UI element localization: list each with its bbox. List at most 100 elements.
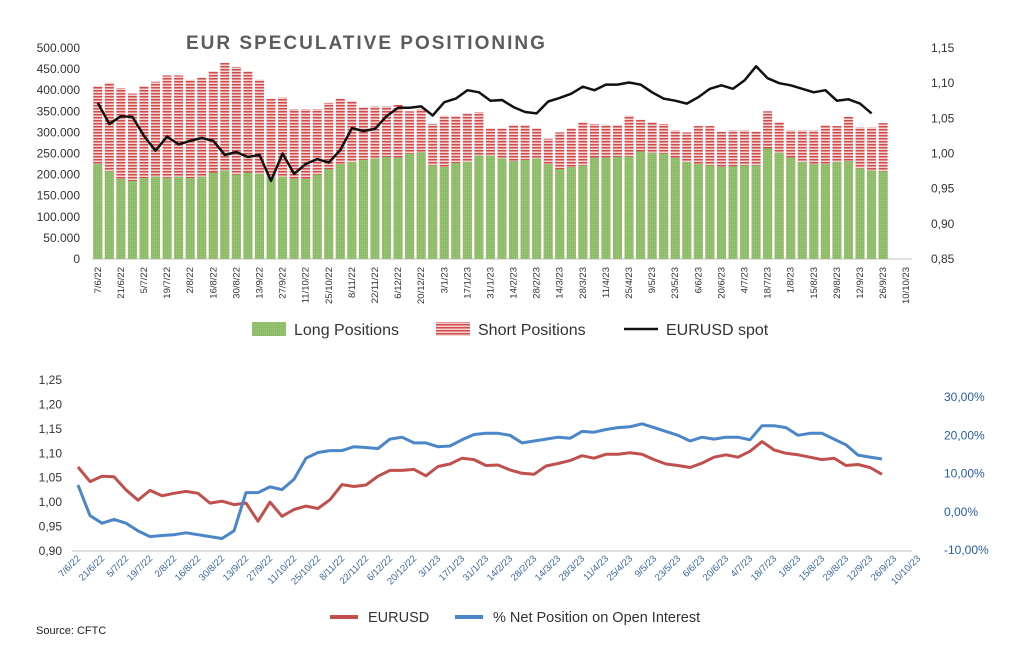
- y-left-tick-label: 0,95: [39, 520, 63, 534]
- x-tick-label: 9/5/23: [647, 267, 658, 293]
- x-tick-label: 15/8/23: [809, 267, 820, 299]
- x-tick-label: 26/9/23: [878, 267, 889, 299]
- long-position-bar: [647, 152, 657, 259]
- y-right-tick-label: 0,90: [931, 217, 955, 231]
- speculative-positioning-chart: 0 50.000 100.000 150.000 200.000 250.000 300.0…: [37, 41, 955, 339]
- x-tick-label: 16/8/22: [208, 267, 219, 299]
- long-position-bar: [405, 153, 415, 259]
- x-tick-label: 14/2/23: [509, 267, 520, 299]
- x-tick-label: 28/2/23: [509, 553, 539, 583]
- chart-title: EUR SPECULATIVE POSITIONING: [186, 33, 547, 54]
- long-position-bar: [393, 157, 403, 259]
- long-position-bar: [301, 178, 311, 259]
- long-position-bar: [740, 165, 750, 259]
- long-position-bar: [693, 164, 703, 259]
- y-left-tick-label: 150.000: [37, 189, 81, 203]
- long-position-bar: [254, 173, 264, 259]
- x-tick-label: 11/4/23: [601, 267, 612, 298]
- long-position-bar: [843, 161, 853, 259]
- eurusd-spot-line: [96, 65, 873, 183]
- x-tick-label: 16/8/22: [173, 553, 203, 583]
- x-tick-label: 7/6/22: [93, 267, 104, 293]
- x-tick-label: 8/11/22: [347, 267, 358, 298]
- long-position-bar: [636, 151, 646, 259]
- y-left-tick-label: 100.000: [37, 210, 81, 224]
- x-tick-label: 31/1/23: [485, 267, 496, 299]
- long-position-bar: [104, 171, 114, 259]
- x-tick-label: 25/10/22: [324, 267, 335, 304]
- y-left-tick-label: 50.000: [43, 231, 80, 245]
- y-right-tick-label: 0,85: [931, 252, 955, 266]
- x-tick-label: 6/12/22: [393, 267, 404, 299]
- x-tick-label: 29/8/23: [832, 267, 843, 299]
- long-position-bar: [624, 156, 634, 259]
- long-position-bar: [878, 171, 888, 259]
- x-tick-label: 21/6/22: [77, 553, 107, 583]
- short-position-bar: [139, 85, 149, 259]
- long-position-bar: [312, 174, 322, 259]
- x-tick-label: 20/12/22: [416, 267, 427, 304]
- x-tick-label: 25/4/23: [605, 553, 635, 583]
- long-position-bar: [612, 156, 622, 259]
- x-tick-label: 5/7/22: [139, 267, 150, 293]
- x-tick-label: 19/7/22: [125, 553, 155, 583]
- long-position-bar: [566, 167, 576, 259]
- long-position-bar: [208, 172, 218, 259]
- y-left-tick-label: 250.000: [37, 147, 81, 161]
- y-right-tick-label: 1,00: [931, 147, 955, 161]
- long-position-bar: [555, 169, 565, 259]
- short-position-bar: [208, 71, 218, 260]
- y-left-tick-label: 1,15: [39, 422, 63, 436]
- long-position-bar: [589, 157, 599, 259]
- long-position-bar: [820, 164, 830, 259]
- long-position-bar: [347, 161, 357, 259]
- x-tick-label: 19/7/22: [162, 267, 173, 299]
- short-position-bar: [220, 62, 230, 259]
- y-left-tick-label: 300.000: [37, 125, 81, 139]
- long-position-bar: [497, 158, 507, 259]
- x-tick-label: 23/5/23: [653, 553, 683, 583]
- long-position-bar: [832, 161, 842, 259]
- short-position-bar: [185, 79, 195, 260]
- y-left-tick-label: 0: [73, 252, 80, 266]
- long-position-bar: [728, 166, 738, 259]
- long-position-bar: [439, 167, 449, 259]
- y-right-tick-label: 1,15: [931, 41, 955, 55]
- eurusd-net-position-chart: 0,90 0,95 1,00 1,05 1,10 1,15 1,20 1,25 -10,00% 0…: [39, 373, 989, 626]
- long-position-bar: [509, 161, 519, 259]
- x-tick-label: 11/10/22: [301, 267, 312, 303]
- y-left-tick-label: 1,00: [39, 495, 63, 509]
- y-right-tick-label: 30,00%: [944, 390, 985, 404]
- long-position-bar: [543, 164, 553, 259]
- legend-label-net-position: % Net Position on Open Interest: [493, 610, 700, 626]
- x-tick-label: 13/9/22: [254, 267, 265, 299]
- x-tick-label: 14/2/23: [485, 553, 515, 583]
- long-position-bar: [162, 177, 172, 259]
- long-position-bar: [151, 176, 161, 259]
- x-tick-label: 4/7/23: [740, 267, 751, 293]
- x-tick-label: 28/2/23: [532, 267, 543, 299]
- long-position-bar: [716, 167, 726, 259]
- long-position-bar: [855, 168, 865, 259]
- long-position-bar: [324, 169, 334, 259]
- long-position-bar: [763, 148, 773, 259]
- y-right-tick-label: 1,05: [931, 111, 955, 125]
- y-left-tick-label: 1,25: [39, 373, 63, 387]
- x-tick-label: 12/9/23: [845, 553, 875, 583]
- long-position-bar: [370, 158, 380, 259]
- long-position-bar: [243, 172, 253, 259]
- long-position-bar: [520, 159, 530, 259]
- x-tick-label: 14/3/23: [533, 553, 563, 583]
- x-tick-label: 23/5/23: [670, 267, 681, 299]
- y-left-tick-label: 400.000: [37, 83, 81, 97]
- long-position-bar: [185, 177, 195, 259]
- long-position-bar: [809, 164, 819, 259]
- short-position-bar: [162, 75, 172, 260]
- long-position-bar: [93, 164, 103, 259]
- long-position-bar: [705, 165, 715, 259]
- x-tick-label: 20/6/23: [716, 267, 727, 299]
- x-tick-label: 10/10/23: [901, 267, 912, 304]
- long-position-bar: [532, 158, 542, 259]
- x-tick-label: 30/8/22: [231, 267, 242, 299]
